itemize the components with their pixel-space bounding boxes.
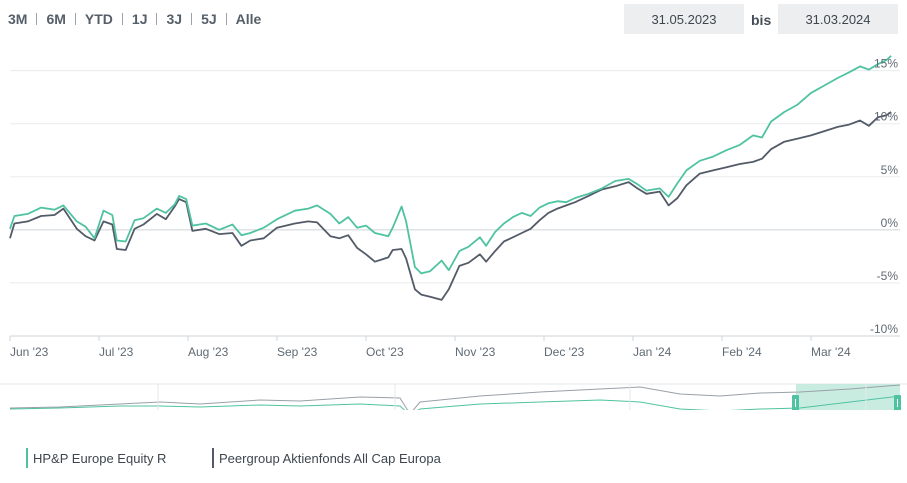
peer-series-line	[9, 111, 892, 301]
range-ytd-button[interactable]: YTD	[84, 11, 113, 27]
legend-label: Peergroup Aktienfonds All Cap Europa	[219, 450, 441, 466]
range-3j-button[interactable]: 3J	[166, 11, 183, 27]
grid	[9, 70, 900, 341]
legend-swatch	[26, 448, 28, 468]
y-tick-label: 15%	[874, 57, 898, 71]
x-tick-label: Feb '24	[722, 345, 762, 359]
range-divider	[225, 13, 227, 25]
navigator-fund-line	[9, 395, 901, 410]
x-tick-label: Sep '23	[277, 345, 318, 359]
x-tick-label: Dec '23	[544, 345, 585, 359]
x-tick-label: Jan '24	[633, 345, 672, 359]
x-tick-label: Aug '23	[188, 345, 229, 359]
x-tick-label: Nov '23	[455, 345, 496, 359]
range-5j-button[interactable]: 5J	[201, 11, 217, 27]
navigator-selection[interactable]	[796, 384, 900, 410]
range-selector: 3M 6M YTD 1J 3J 5J Alle	[8, 8, 270, 30]
legend-swatch	[212, 448, 214, 468]
y-tick-label: -5%	[877, 269, 899, 283]
range-divider	[191, 13, 193, 25]
axis-labels: -10% -5% 0% 5% 10% 15% Jun '23 Jul '23 Aug '23 Se…	[10, 57, 898, 359]
range-1j-button[interactable]: 1J	[131, 11, 148, 27]
range-divider	[36, 13, 38, 25]
legend-item-fund[interactable]: HP&P Europe Equity R	[26, 448, 166, 468]
y-tick-label: -10%	[870, 322, 898, 336]
navigator-peer-line	[9, 384, 901, 410]
x-tick-label: Jun '23	[10, 345, 49, 359]
range-divider	[121, 13, 123, 25]
range-3m-button[interactable]: 3M	[8, 11, 28, 27]
x-tick-label: Oct '23	[366, 345, 404, 359]
performance-chart: -10% -5% 0% 5% 10% 15% Jun '23 Jul '23 Aug '23 Se…	[0, 55, 907, 410]
legend-item-peer[interactable]: Peergroup Aktienfonds All Cap Europa	[212, 448, 441, 468]
y-tick-label: 10%	[874, 110, 898, 124]
y-tick-label: 5%	[881, 163, 899, 177]
date-range-separator: bis	[751, 12, 772, 28]
navigator[interactable]: 2018 2020 2022 2024	[0, 383, 907, 410]
legend-label: HP&P Europe Equity R	[33, 450, 167, 466]
x-tick-label: Jul '23	[99, 345, 134, 359]
date-from-input[interactable]: 31.05.2023	[624, 4, 744, 34]
date-to-input[interactable]: 31.03.2024	[778, 4, 898, 34]
y-tick-label: 0%	[881, 216, 899, 230]
range-alle-button[interactable]: Alle	[235, 11, 262, 27]
range-6m-button[interactable]: 6M	[46, 11, 66, 27]
series-lines	[9, 55, 892, 301]
x-tick-label: Mar '24	[811, 345, 851, 359]
range-divider	[156, 13, 158, 25]
range-divider	[74, 13, 76, 25]
fund-series-line	[9, 55, 892, 275]
